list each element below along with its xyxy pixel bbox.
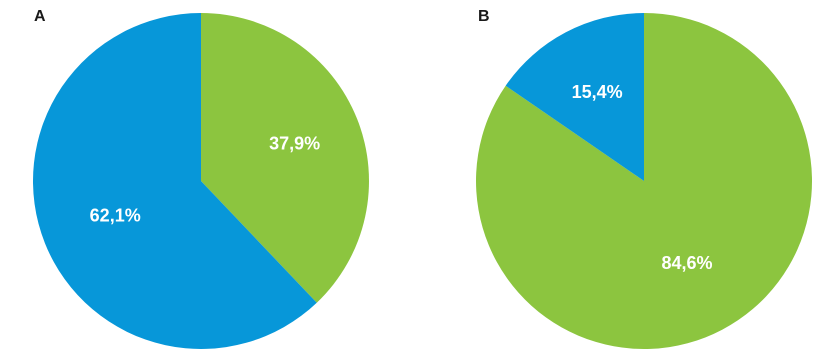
pie-a-slice-0 [201,13,369,303]
pie-a-slice-1 [32,12,317,349]
pie-a-slice-1-label: 62,1% [90,205,141,225]
pie-a-slice-0-label: 37,9% [269,134,320,154]
pie-a-svg: 37,9% 62,1% [32,12,369,349]
pie-b-svg: 84,6% 15,4% [476,13,813,349]
pie-chart-a: A 37,9% 62,1% [32,8,369,349]
pie-chart-b: B 84,6% 15,4% [410,0,820,352]
pie-b-slice-1 [505,13,644,181]
pie-b-slice-0 [476,13,813,349]
panel-label-b: B [478,8,490,25]
panel-label-a: A [34,8,46,25]
pie-b-slice-0-label: 84,6% [661,253,712,273]
pie-b-slice-1-label: 15,4% [572,82,623,102]
